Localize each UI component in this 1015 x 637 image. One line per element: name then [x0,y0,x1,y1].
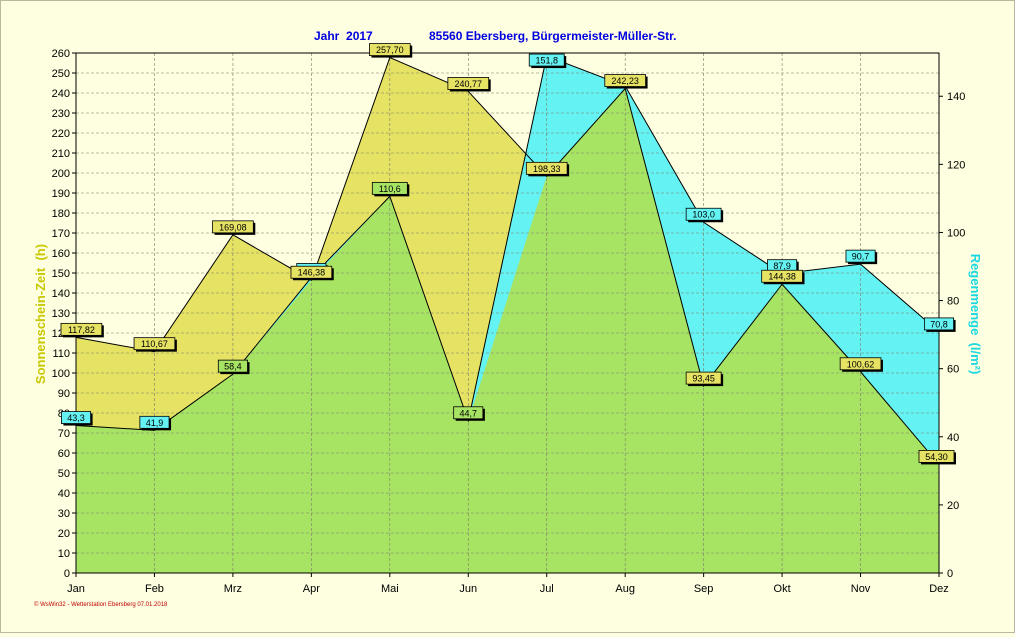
rain-value-label: 90,7 [852,252,870,262]
rain-value-label: 43,3 [67,413,85,423]
sunshine-value-label-box [839,357,882,371]
sunshine-value-label: 54,30 [925,452,948,462]
y-left-tick-label: 10 [58,548,70,560]
y-left-tick-label: 220 [52,128,70,140]
rain-value-label: 58,4 [224,362,242,372]
y-left-tick-label: 110 [52,348,70,360]
rain-value-label: 44,7 [460,408,478,418]
footer-credit: © WsWin32 - Wetterstation Ebersberg 07.0… [34,601,168,608]
y-left-tick-label: 210 [52,148,70,160]
y-left-tick-label: 260 [52,48,70,60]
x-tick-label: Jul [540,583,554,595]
sunshine-value-label: 93,45 [692,374,715,384]
x-tick-label: Jan [67,583,85,595]
y-left-tick-label: 0 [64,568,70,580]
sunshine-value-label-box [290,265,333,279]
y-left-tick-label: 50 [58,468,70,480]
overlap-area [76,88,939,573]
sunshine-value-label: 117,82 [68,325,95,335]
rain-value-label: 110,6 [379,184,401,194]
x-tick-label: Jun [459,583,477,595]
sunshine-value-label-box [685,371,722,385]
y-right-tick-label: 80 [947,296,959,308]
sunshine-value-label: 100,62 [847,359,875,369]
chart-title-station: 85560 Ebersberg, Bürgermeister-Müller-St… [429,29,676,43]
sunshine-line [75,56,940,465]
sunshine-value-label: 257,70 [376,45,404,55]
x-tick-label: Apr [303,583,320,595]
x-tick-label: Nov [851,583,871,595]
rain-value-label: 151,8 [535,56,558,66]
sunshine-value-label-box [447,77,490,90]
sunshine-value-label: 198,33 [533,164,561,174]
y-right-tick-label: 140 [947,91,965,103]
y-right-tick-label: 60 [947,364,959,376]
rain-value-label: 41,9 [146,418,164,428]
sunshine-value-label: 144,38 [768,272,796,282]
rain-value-label-box [685,207,722,221]
x-tick-label: Feb [145,583,164,595]
rain-value-label-box [139,415,170,429]
y-left-tick-label: 70 [58,428,70,440]
y-left-tick-label: 100 [52,368,70,380]
y-left-tick-label: 180 [52,208,70,220]
y-left-tick-label: 140 [52,288,70,300]
x-tick-label: Mrz [224,583,242,595]
y-left-tick-label: 150 [52,268,70,280]
y-right-tick-label: 0 [947,568,953,580]
y-left-tick-label: 60 [58,448,70,460]
y-left-tick-label: 190 [52,188,70,200]
x-tick-label: Okt [774,583,791,595]
rain-value-label-box [924,317,955,331]
rain-value-label: 87,9 [773,261,791,271]
y-left-tick-label: 30 [58,508,70,520]
y-axis-label-left: Sonnenschein-Zeit (h) [33,244,48,384]
y-left-tick-label: 90 [58,388,70,400]
rain-value-label-box [371,181,408,195]
y-left-tick-label: 240 [52,88,70,100]
rain-value-label-box [845,249,876,263]
sunshine-value-label: 110,67 [141,339,168,349]
y-left-tick-label: 20 [58,528,70,540]
rain-value-label-box [61,411,92,424]
y-right-tick-label: 100 [947,227,965,239]
sunshine-value-label-box [60,322,103,336]
sunshine-value-label-box [369,43,411,56]
y-left-tick-label: 130 [52,308,70,320]
y-left-tick-label: 160 [52,248,70,260]
x-tick-label: Sep [694,583,714,595]
chart-title-year: Jahr 2017 [314,29,373,43]
sunshine-value-label-box [918,449,955,463]
y-axis-label-right: Regenmenge (l/m²) [968,254,983,375]
rain-value-label-box [453,406,484,420]
y-right-tick-label: 40 [947,432,959,444]
x-tick-label: Aug [615,583,635,595]
y-right-tick-label: 120 [947,159,965,171]
rain-value-label: 103,0 [692,210,715,220]
y-right-tick-label: 20 [947,500,959,512]
rain-value-label: 70,8 [930,319,948,329]
sunshine-value-label: 242,23 [611,76,639,86]
x-tick-label: Dez [929,583,949,595]
rain-value-label-box [528,53,565,67]
sunshine-value-label-box [133,337,176,351]
y-left-tick-label: 230 [52,108,70,120]
sunshine-value-label: 240,77 [455,79,483,89]
sunshine-value-label: 146,38 [298,268,326,278]
sunshine-value-label-box [212,220,254,234]
sunshine-value-label-box [525,161,568,175]
sunshine-value-label: 169,08 [219,222,247,232]
y-left-tick-label: 250 [52,68,70,80]
sunshine-value-label-box [604,74,646,87]
y-left-tick-label: 170 [52,228,70,240]
sunshine-value-label-box [761,269,803,283]
x-tick-label: Mai [381,583,399,595]
y-left-tick-label: 200 [52,168,70,180]
rain-value-label-box [217,359,248,373]
y-left-tick-label: 40 [58,488,70,500]
